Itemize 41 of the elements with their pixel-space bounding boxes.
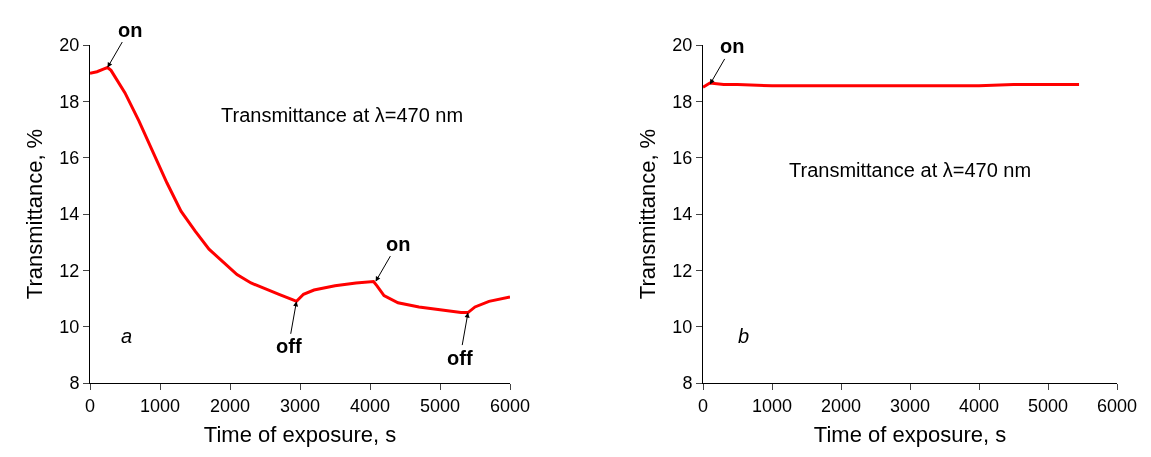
x-tick-label: 5000 [1027,395,1069,416]
y-tick-label: 16 [59,147,80,168]
y-tick-label: 16 [672,147,693,168]
annotation: on [386,233,411,255]
annotation: on [720,35,745,57]
annotation: Transmittance at λ=470 nm [221,104,464,126]
y-tick-label: 8 [682,373,693,394]
y-tick-label: 10 [59,316,80,337]
y-tick-label: 20 [672,35,693,56]
annotation: off [447,347,473,369]
y-tick-label: 20 [59,35,80,56]
x-tick-label: 3000 [889,395,931,416]
y-tick-label: 12 [672,260,693,281]
y-tick-label: 10 [672,316,693,337]
x-tick-label: 2000 [209,395,251,416]
x-tick-label: 4000 [349,395,391,416]
x-tick-label: 0 [84,395,96,416]
x-axis-title: Time of exposure, s [203,422,397,448]
x-tick-label: 4000 [958,395,1000,416]
x-tick-label: 0 [697,395,709,416]
x-tick-label: 6000 [1096,395,1138,416]
y-axis-title: Transmittance, % [635,128,661,300]
annotation: off [276,335,302,357]
annotation: Transmittance at λ=470 nm [789,159,1032,181]
y-axis-title: Transmittance, % [22,128,48,300]
x-tick-label: 6000 [489,395,531,416]
annotation: b [738,325,750,347]
x-tick-label: 5000 [419,395,461,416]
x-tick-label: 3000 [279,395,321,416]
y-tick-label: 12 [59,260,80,281]
x-tick-label: 2000 [820,395,862,416]
y-tick-label: 18 [672,91,693,112]
annotation: on [118,19,143,41]
y-tick-label: 8 [69,373,80,394]
x-tick-label: 1000 [139,395,181,416]
y-tick-label: 14 [672,204,693,225]
y-tick-label: 14 [59,204,80,225]
x-axis-title: Time of exposure, s [813,422,1007,448]
x-tick-label: 1000 [751,395,793,416]
y-tick-label: 18 [59,91,80,112]
annotation: a [121,325,133,347]
